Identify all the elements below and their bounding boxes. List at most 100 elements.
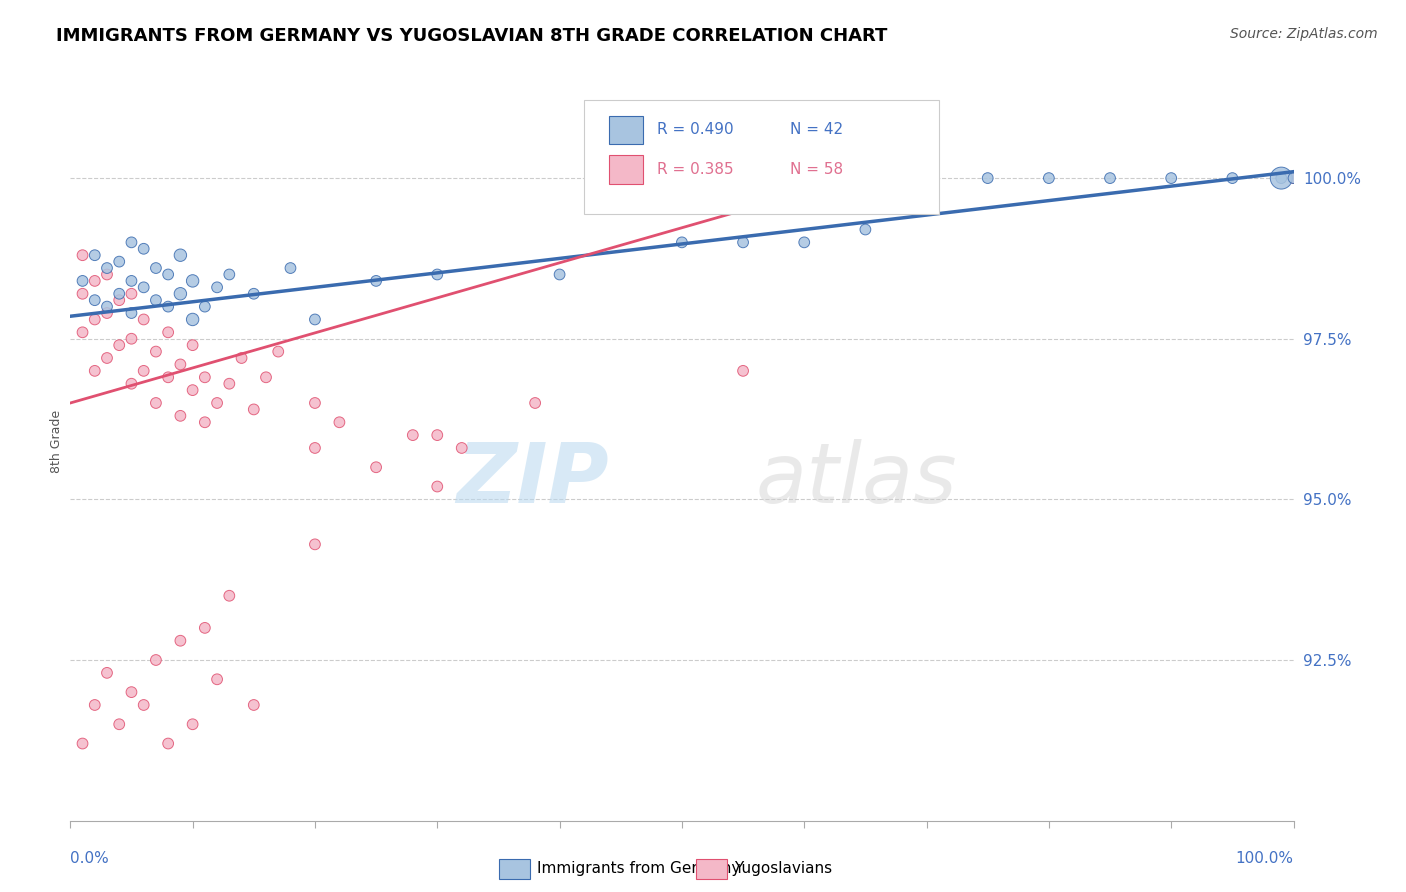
Text: IMMIGRANTS FROM GERMANY VS YUGOSLAVIAN 8TH GRADE CORRELATION CHART: IMMIGRANTS FROM GERMANY VS YUGOSLAVIAN 8… (56, 27, 887, 45)
Text: N = 58: N = 58 (790, 161, 842, 177)
Point (524, 396, 547, 410)
Point (218, 376, 240, 391)
Point (132, 280, 155, 294)
Point (121, 332, 143, 346)
Point (1220, 171, 1243, 186)
Point (145, 344, 167, 359)
Point (1282, 171, 1305, 186)
Point (194, 300, 217, 314)
Point (83, 698, 105, 712)
Point (280, 261, 302, 276)
Point (1099, 171, 1122, 186)
Point (96, 665, 118, 680)
Point (157, 268, 180, 282)
Point (194, 370, 217, 384)
Point (169, 358, 191, 372)
Point (132, 242, 155, 256)
Text: Yugoslavians: Yugoslavians (734, 862, 832, 876)
Point (121, 306, 143, 320)
Point (132, 312, 155, 326)
Point (328, 415, 350, 429)
Point (976, 171, 998, 186)
Point (169, 409, 191, 423)
Bar (609, 115, 643, 145)
Point (132, 698, 155, 712)
Point (72, 286, 94, 301)
Point (1270, 171, 1292, 186)
Text: R = 0.385: R = 0.385 (658, 161, 734, 177)
Text: Immigrants from Germany: Immigrants from Germany (537, 862, 741, 876)
Point (181, 312, 204, 326)
Point (181, 338, 204, 352)
Point (254, 370, 277, 384)
Point (121, 286, 143, 301)
Point (96, 300, 118, 314)
Point (304, 396, 326, 410)
Point (793, 235, 815, 250)
Point (121, 685, 143, 699)
Point (83, 293, 105, 308)
Point (1270, 171, 1292, 186)
Point (194, 621, 217, 635)
Point (218, 268, 240, 282)
Point (194, 415, 217, 429)
Point (145, 653, 167, 667)
Point (304, 441, 326, 455)
Point (855, 222, 877, 236)
Text: R = 0.490: R = 0.490 (658, 122, 734, 137)
Point (96, 306, 118, 320)
Point (243, 286, 266, 301)
Point (915, 203, 938, 218)
FancyBboxPatch shape (583, 100, 939, 214)
Y-axis label: 8th Grade: 8th Grade (51, 410, 63, 473)
Point (181, 717, 204, 731)
Point (145, 396, 167, 410)
Point (83, 274, 105, 288)
Point (83, 312, 105, 326)
Point (1038, 171, 1060, 186)
Text: 100.0%: 100.0% (1236, 851, 1294, 866)
Point (733, 364, 755, 378)
Point (304, 537, 326, 551)
Point (121, 376, 143, 391)
Point (108, 254, 131, 268)
Point (231, 351, 253, 365)
Point (72, 248, 94, 262)
Point (1282, 171, 1305, 186)
Point (671, 235, 693, 250)
Point (218, 589, 240, 603)
Point (72, 274, 94, 288)
Point (157, 326, 180, 340)
Point (402, 428, 425, 442)
Text: atlas: atlas (755, 439, 957, 520)
Point (132, 364, 155, 378)
Point (157, 370, 180, 384)
Point (733, 235, 755, 250)
Point (169, 633, 191, 648)
Text: N = 42: N = 42 (790, 122, 842, 137)
Point (83, 248, 105, 262)
Point (181, 383, 204, 397)
Text: ZIP: ZIP (456, 439, 609, 520)
Point (157, 737, 180, 751)
Point (121, 274, 143, 288)
Point (205, 396, 228, 410)
Point (108, 293, 131, 308)
Point (267, 344, 290, 359)
Point (169, 286, 191, 301)
Point (243, 402, 266, 417)
Point (157, 300, 180, 314)
Point (426, 428, 449, 442)
Point (450, 441, 472, 455)
Point (145, 293, 167, 308)
Point (426, 479, 449, 493)
Point (83, 364, 105, 378)
Point (426, 268, 449, 282)
Point (548, 268, 571, 282)
Text: 0.0%: 0.0% (70, 851, 110, 866)
Point (96, 261, 118, 276)
Point (304, 312, 326, 326)
Point (108, 286, 131, 301)
Point (96, 351, 118, 365)
Bar (609, 155, 643, 184)
